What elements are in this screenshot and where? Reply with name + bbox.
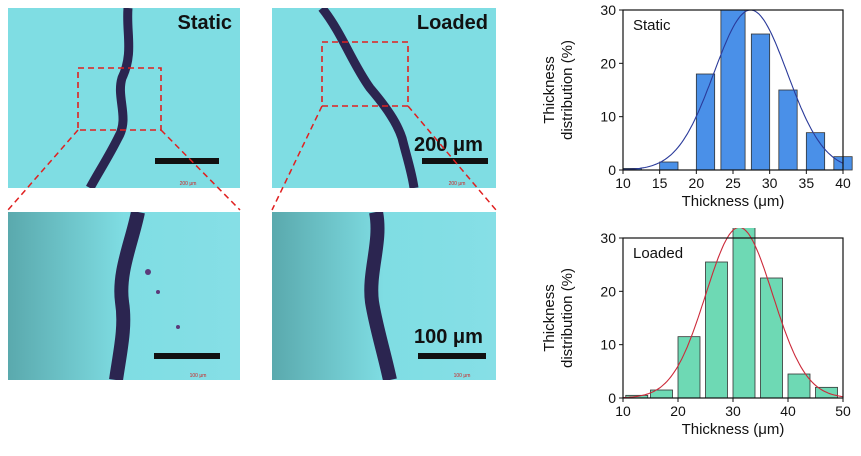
x-tick-label: 10 bbox=[615, 403, 631, 419]
scale-text-100: 100 μm bbox=[414, 326, 483, 348]
bar-1 bbox=[659, 161, 679, 171]
bar-5 bbox=[778, 89, 798, 171]
bar-5 bbox=[760, 277, 783, 399]
label-static: Static bbox=[177, 12, 232, 34]
bar-2 bbox=[677, 336, 701, 399]
x-tick-label: 40 bbox=[780, 403, 796, 419]
x-axis-label: Thickness (μm) bbox=[682, 421, 785, 438]
x-axis-label: Thickness (μm) bbox=[682, 193, 785, 210]
x-tick-label: 40 bbox=[835, 175, 851, 191]
tiny-scale-loaded-200: 200 μm bbox=[449, 181, 466, 187]
x-tick-label: 10 bbox=[615, 175, 631, 191]
tiny-scale-static-100: 100 μm bbox=[190, 373, 207, 379]
zoom-box-loaded bbox=[321, 41, 409, 107]
bar-3 bbox=[720, 9, 746, 171]
bar-2 bbox=[695, 73, 716, 171]
x-tick-label: 30 bbox=[762, 175, 778, 191]
y-tick-label: 0 bbox=[608, 162, 616, 178]
chart-title: Loaded bbox=[633, 245, 683, 262]
scale-bar-static-100 bbox=[154, 353, 220, 359]
x-tick-label: 35 bbox=[799, 175, 815, 191]
y-tick-label: 30 bbox=[600, 2, 616, 18]
bar-6 bbox=[787, 373, 811, 399]
y-tick-label: 10 bbox=[600, 337, 616, 353]
fit-curve bbox=[622, 9, 844, 171]
y-axis-label: distribution (%) bbox=[559, 268, 576, 368]
y-axis-label: Thickness bbox=[541, 56, 558, 124]
bar-4 bbox=[732, 228, 756, 399]
label-loaded: Loaded bbox=[416, 12, 488, 34]
y-tick-label: 20 bbox=[600, 283, 616, 299]
x-tick-label: 20 bbox=[689, 175, 705, 191]
bar-4 bbox=[750, 33, 771, 171]
scale-text-200: 200 μm bbox=[414, 134, 483, 156]
y-axis-label: distribution (%) bbox=[559, 40, 576, 140]
scale-bar-static-200 bbox=[155, 158, 219, 164]
y-tick-label: 20 bbox=[600, 55, 616, 71]
zoom-connectors bbox=[7, 105, 497, 211]
y-tick-label: 0 bbox=[608, 390, 616, 406]
micrograph-static-100-image: 100 μm bbox=[8, 212, 240, 380]
y-axis-label: Thickness bbox=[541, 284, 558, 352]
x-tick-label: 30 bbox=[725, 403, 741, 419]
tiny-scale-loaded-100: 100 μm bbox=[454, 373, 471, 379]
x-tick-label: 20 bbox=[670, 403, 686, 419]
micrograph-loaded-200-image: 200 μm bbox=[272, 8, 496, 188]
y-tick-label: 10 bbox=[600, 109, 616, 125]
scale-bar-loaded-100 bbox=[418, 353, 486, 359]
chart-title: Static bbox=[633, 17, 671, 34]
tiny-scale-static-200: 200 μm bbox=[180, 181, 197, 187]
bar-3 bbox=[705, 261, 728, 399]
zoom-box-static bbox=[77, 67, 162, 131]
y-tick-label: 30 bbox=[600, 230, 616, 246]
micrograph-static-200-image: 200 μm bbox=[8, 8, 240, 188]
micrograph-loaded-100: 100 μm 100 μm bbox=[272, 212, 496, 380]
fit-curve bbox=[622, 228, 844, 399]
micrograph-static-100: 100 μm bbox=[8, 212, 240, 380]
micrograph-loaded-100-image: 100 μm bbox=[272, 212, 496, 380]
micrograph-static-200: 200 μm Static bbox=[8, 8, 240, 188]
micrograph-loaded-200: 200 μm Loaded 200 μm bbox=[272, 8, 496, 188]
x-tick-label: 15 bbox=[652, 175, 668, 191]
x-tick-label: 50 bbox=[835, 403, 851, 419]
x-tick-label: 25 bbox=[725, 175, 741, 191]
bar-6 bbox=[805, 132, 826, 171]
